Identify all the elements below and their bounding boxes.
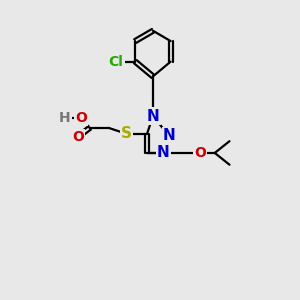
Text: N: N xyxy=(163,128,175,143)
Text: O: O xyxy=(75,111,87,124)
Text: S: S xyxy=(121,126,132,141)
Text: Cl: Cl xyxy=(109,55,124,69)
Text: O: O xyxy=(72,130,84,144)
Text: O: O xyxy=(194,146,206,160)
Text: N: N xyxy=(157,146,169,160)
Text: H: H xyxy=(59,111,70,124)
Text: N: N xyxy=(147,109,159,124)
